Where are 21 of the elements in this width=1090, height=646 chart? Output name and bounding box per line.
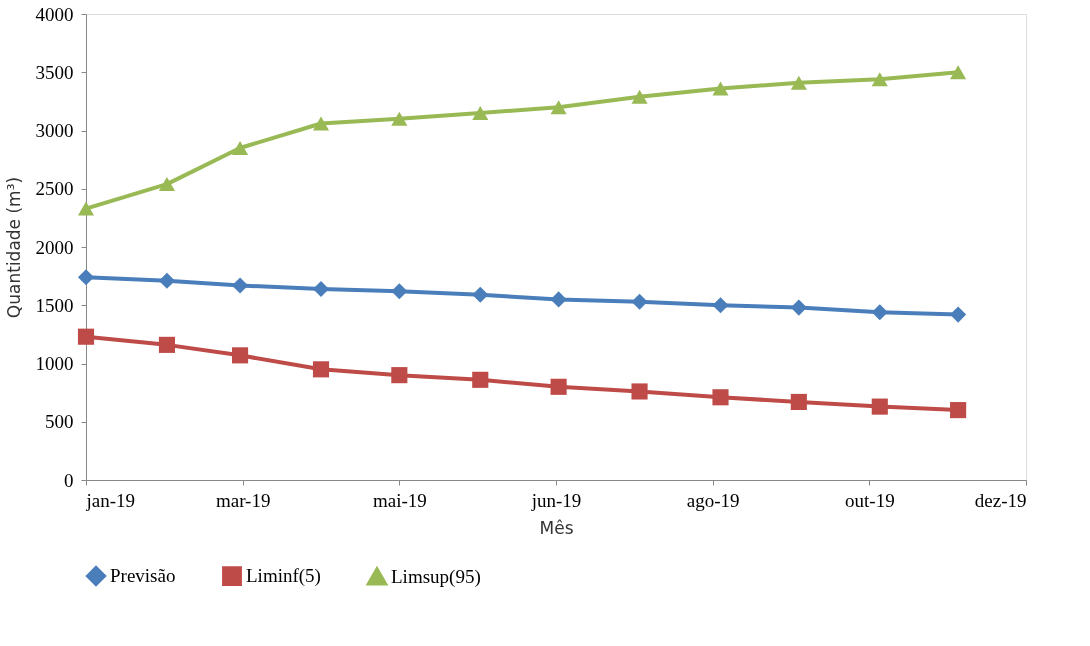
x-tick-label: mar-19 [215,489,271,511]
y-axis-title: Quantidade (m³) [3,176,24,319]
legend-label: Liminf(5) [246,565,321,588]
y-tick-label: 1000 [35,353,74,374]
x-tick-label: jan-19 [85,489,136,511]
y-tick-label: 4000 [35,3,74,25]
x-tick-label: ago-19 [686,489,740,511]
y-tick-label: 2000 [35,236,74,258]
x-axis-title: Mês [539,517,574,538]
x-tick-label: dez-19 [974,489,1027,511]
x-tick-label: out-19 [845,489,895,511]
x-tick-label: jun-19 [530,489,582,511]
y-tick-label: 3500 [35,61,74,83]
y-tick-label: 1500 [35,294,74,316]
y-tick-label: 3000 [35,120,74,141]
y-tick-label: 0 [64,469,74,491]
x-tick-label: mai-19 [372,489,427,511]
legend-label: Previsão [110,565,176,587]
legend-label: Limsup(95) [391,565,481,588]
y-tick-label: 500 [45,411,74,433]
y-tick-label: 2500 [35,178,74,200]
